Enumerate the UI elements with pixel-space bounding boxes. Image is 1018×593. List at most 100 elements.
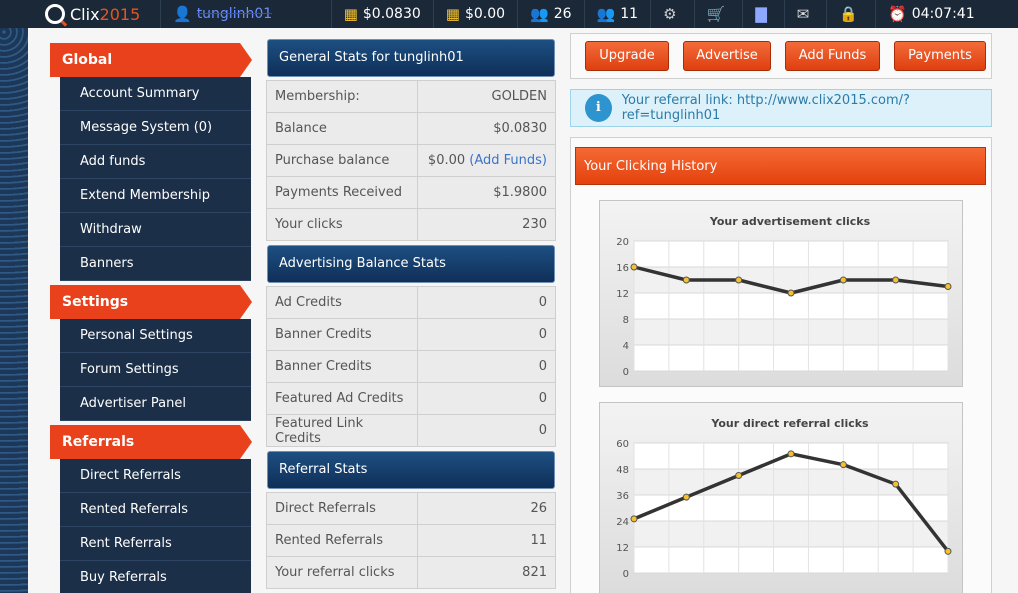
sidebar-item-account-summary[interactable]: Account Summary bbox=[60, 77, 251, 111]
upgrade-button[interactable]: Upgrade bbox=[585, 41, 669, 71]
advertise-button[interactable]: Advertise bbox=[683, 41, 771, 71]
sidebar: Global Account Summary Message System (0… bbox=[50, 33, 252, 593]
y-tick-label: 16 bbox=[616, 263, 629, 274]
table-row: Featured Ad Credits 0 bbox=[266, 382, 556, 415]
stat-value: 0 bbox=[417, 350, 556, 383]
sidebar-item-advertiser-panel[interactable]: Advertiser Panel bbox=[60, 387, 251, 421]
referral-stats-table: Direct Referrals 26 Rented Referrals 11 Yo… bbox=[266, 492, 556, 589]
sidebar-item-buy-referrals[interactable]: Buy Referrals bbox=[60, 561, 251, 593]
table-row: Featured Link Credits 0 bbox=[266, 414, 556, 447]
sidebar-item-forum-settings[interactable]: Forum Settings bbox=[60, 353, 251, 387]
top-bar: Clix 2015 👤 tunglinh01 ▦ $0.0830 ▦ $0.00 … bbox=[0, 0, 1018, 28]
sidebar-item-withdraw[interactable]: Withdraw bbox=[60, 213, 251, 247]
bar-chart-icon: ▇ bbox=[755, 5, 767, 23]
envelope-icon: ✉ bbox=[796, 5, 810, 23]
add-funds-button[interactable]: Add Funds bbox=[785, 41, 880, 71]
add-funds-link[interactable]: (Add Funds) bbox=[469, 153, 547, 168]
stat-value: 230 bbox=[417, 208, 556, 241]
sidebar-section-global[interactable]: Global bbox=[50, 43, 252, 77]
y-tick-label: 0 bbox=[623, 569, 629, 580]
stat-value: 26 bbox=[417, 492, 556, 525]
stat-label: Purchase balance bbox=[266, 144, 418, 177]
direct-referrals-indicator[interactable]: 👥 26 bbox=[517, 0, 584, 28]
data-point bbox=[630, 515, 638, 523]
sidebar-item-direct-referrals[interactable]: Direct Referrals bbox=[60, 459, 251, 493]
stat-label: Banner Credits bbox=[266, 318, 418, 351]
brand-year: 2015 bbox=[99, 4, 141, 24]
brand-name: Clix bbox=[70, 4, 100, 24]
stat-label: Your clicks bbox=[266, 208, 418, 241]
general-stats-table: Membership: GOLDEN Balance $0.0830 Purchas… bbox=[266, 80, 556, 241]
sidebar-item-banners[interactable]: Banners bbox=[60, 247, 251, 281]
sidebar-item-add-funds[interactable]: Add funds bbox=[60, 145, 251, 179]
chart-title: Your direct referral clicks bbox=[710, 417, 869, 430]
data-point bbox=[892, 276, 900, 284]
table-row: Rented Referrals 11 bbox=[266, 524, 556, 557]
table-row: Your clicks 230 bbox=[266, 208, 556, 241]
messages-link[interactable]: ✉ bbox=[783, 0, 827, 28]
cart-link[interactable]: 🛒 bbox=[693, 0, 743, 28]
table-row: Balance $0.0830 bbox=[266, 112, 556, 145]
data-point bbox=[787, 450, 795, 458]
data-point bbox=[839, 461, 847, 469]
table-row: Direct Referrals 26 bbox=[266, 492, 556, 525]
plot-area bbox=[633, 240, 949, 372]
referral-stats-header: Referral Stats bbox=[267, 451, 555, 489]
lock-icon: 🔒 bbox=[839, 5, 859, 23]
stats-column: General Stats for tunglinh01 Membership:… bbox=[265, 35, 557, 589]
sidebar-item-rent-referrals[interactable]: Rent Referrals bbox=[60, 527, 251, 561]
data-point bbox=[892, 480, 900, 488]
user-menu[interactable]: 👤 tunglinh01 bbox=[160, 0, 331, 28]
data-point bbox=[944, 283, 952, 290]
clicking-history-header: Your Clicking History bbox=[575, 147, 986, 185]
sidebar-item-extend-membership[interactable]: Extend Membership bbox=[60, 179, 251, 213]
stat-value: 0 bbox=[417, 318, 556, 351]
sidebar-section-settings[interactable]: Settings bbox=[50, 285, 252, 319]
users-icon: 👥 bbox=[530, 5, 549, 23]
stat-label: Balance bbox=[266, 112, 418, 145]
referral-clicks-chart-svg: Your direct referral clicks 0 12 24 36 48 60 bbox=[616, 417, 952, 580]
stat-label: Banner Credits bbox=[266, 350, 418, 383]
table-row: Banner Credits 0 bbox=[266, 350, 556, 383]
stat-value: $0.0830 bbox=[417, 112, 556, 145]
cart-icon: 🛒 bbox=[706, 5, 726, 23]
alarm-clock-icon: ⏰ bbox=[888, 5, 907, 23]
purchase-balance-indicator[interactable]: ▦ $0.00 bbox=[432, 0, 517, 28]
data-point bbox=[682, 493, 690, 501]
grid-band bbox=[634, 521, 948, 547]
y-tick-label: 20 bbox=[616, 237, 629, 248]
settings-link[interactable]: ⚙ bbox=[650, 0, 693, 28]
stat-label: Your referral clicks bbox=[266, 556, 418, 589]
stat-value: $1.9800 bbox=[417, 176, 556, 209]
info-icon: i bbox=[585, 94, 612, 122]
plot-area bbox=[633, 442, 949, 574]
coins-icon: ▦ bbox=[445, 5, 460, 23]
table-row: Purchase balance $0.00 (Add Funds) bbox=[266, 144, 556, 177]
data-point bbox=[735, 276, 743, 284]
data-point bbox=[682, 276, 690, 284]
grid-band bbox=[634, 319, 948, 345]
sidebar-item-message-system[interactable]: Message System (0) bbox=[60, 111, 251, 145]
advertising-stats-header: Advertising Balance Stats bbox=[267, 245, 555, 283]
purchase-balance-value: $0.00 bbox=[464, 6, 506, 22]
logo-mark-icon bbox=[45, 4, 65, 24]
sidebar-item-personal-settings[interactable]: Personal Settings bbox=[60, 319, 251, 353]
right-column: Upgrade Advertise Add Funds Payments i Y… bbox=[570, 33, 992, 593]
table-row: Membership: GOLDEN bbox=[266, 80, 556, 113]
y-tick-label: 0 bbox=[623, 367, 629, 378]
rented-referrals-indicator[interactable]: 👥 11 bbox=[583, 0, 651, 28]
rented-referrals-count: 11 bbox=[620, 6, 639, 22]
direct-referrals-count: 26 bbox=[553, 6, 572, 22]
site-logo[interactable]: Clix 2015 bbox=[0, 4, 160, 24]
coins-icon: ▦ bbox=[343, 5, 358, 23]
referral-link-text[interactable]: Your referral link: http://www.clix2015.… bbox=[621, 93, 910, 123]
payments-button[interactable]: Payments bbox=[894, 41, 986, 71]
stat-value: 0 bbox=[417, 286, 556, 319]
sidebar-item-rented-referrals[interactable]: Rented Referrals bbox=[60, 493, 251, 527]
stats-link[interactable]: ▇ bbox=[742, 0, 784, 28]
sidebar-section-referrals[interactable]: Referrals bbox=[50, 425, 252, 459]
action-button-bar: Upgrade Advertise Add Funds Payments bbox=[570, 33, 992, 79]
logout-link[interactable]: 🔒 bbox=[826, 0, 875, 28]
data-point bbox=[787, 289, 795, 297]
balance-indicator[interactable]: ▦ $0.0830 bbox=[330, 0, 433, 28]
